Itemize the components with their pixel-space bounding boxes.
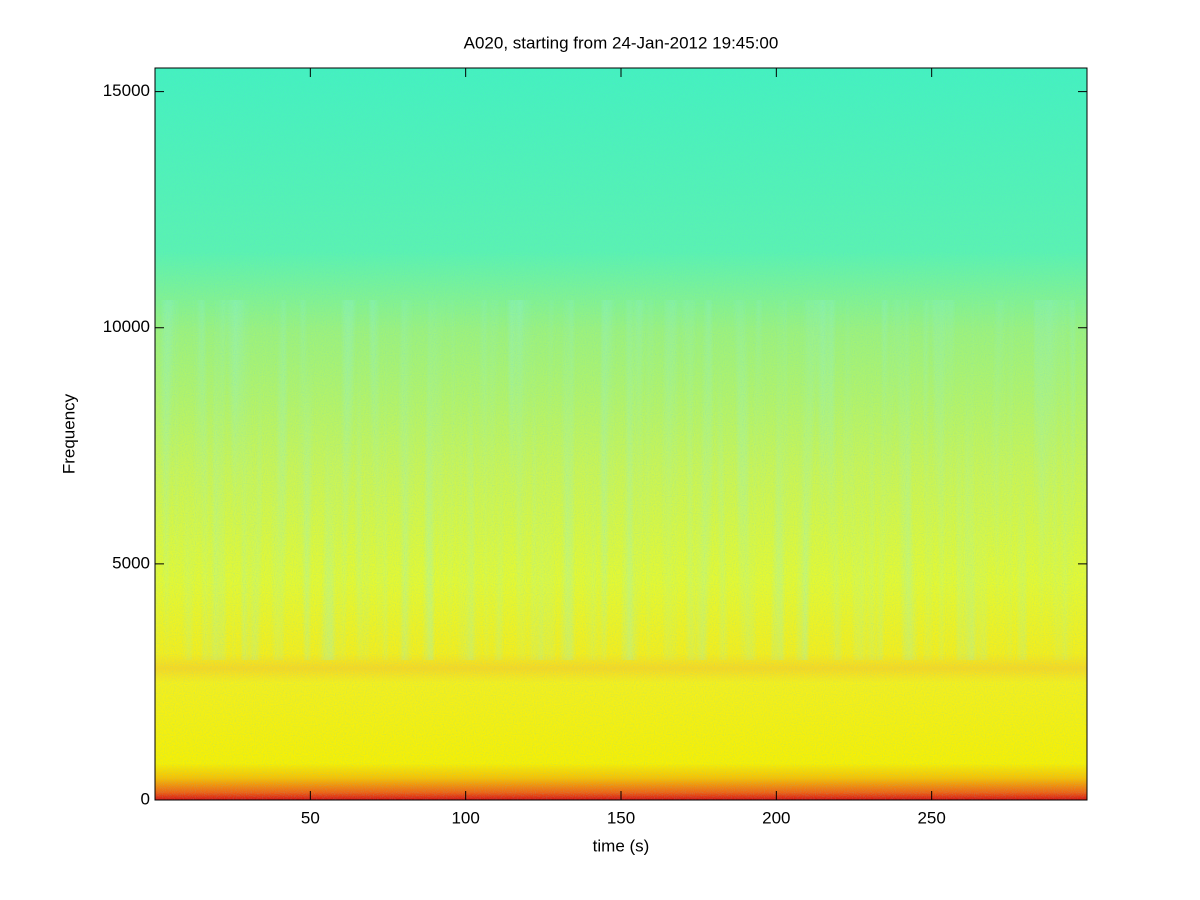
x-tick-label: 100 <box>451 808 479 827</box>
chart-title: A020, starting from 24-Jan-2012 19:45:00 <box>464 33 779 52</box>
y-tick-label: 15000 <box>103 81 150 100</box>
y-tick-label: 0 <box>141 789 150 808</box>
x-tick-label: 50 <box>301 808 320 827</box>
x-tick-label: 200 <box>762 808 790 827</box>
x-axis-label: time (s) <box>593 836 650 855</box>
y-axis-label: Frequency <box>59 393 78 474</box>
x-tick-label: 250 <box>917 808 945 827</box>
x-tick-label: 150 <box>607 808 635 827</box>
spectrogram-image <box>155 68 1087 800</box>
y-tick-label: 10000 <box>103 317 150 336</box>
y-tick-label: 5000 <box>112 553 150 572</box>
